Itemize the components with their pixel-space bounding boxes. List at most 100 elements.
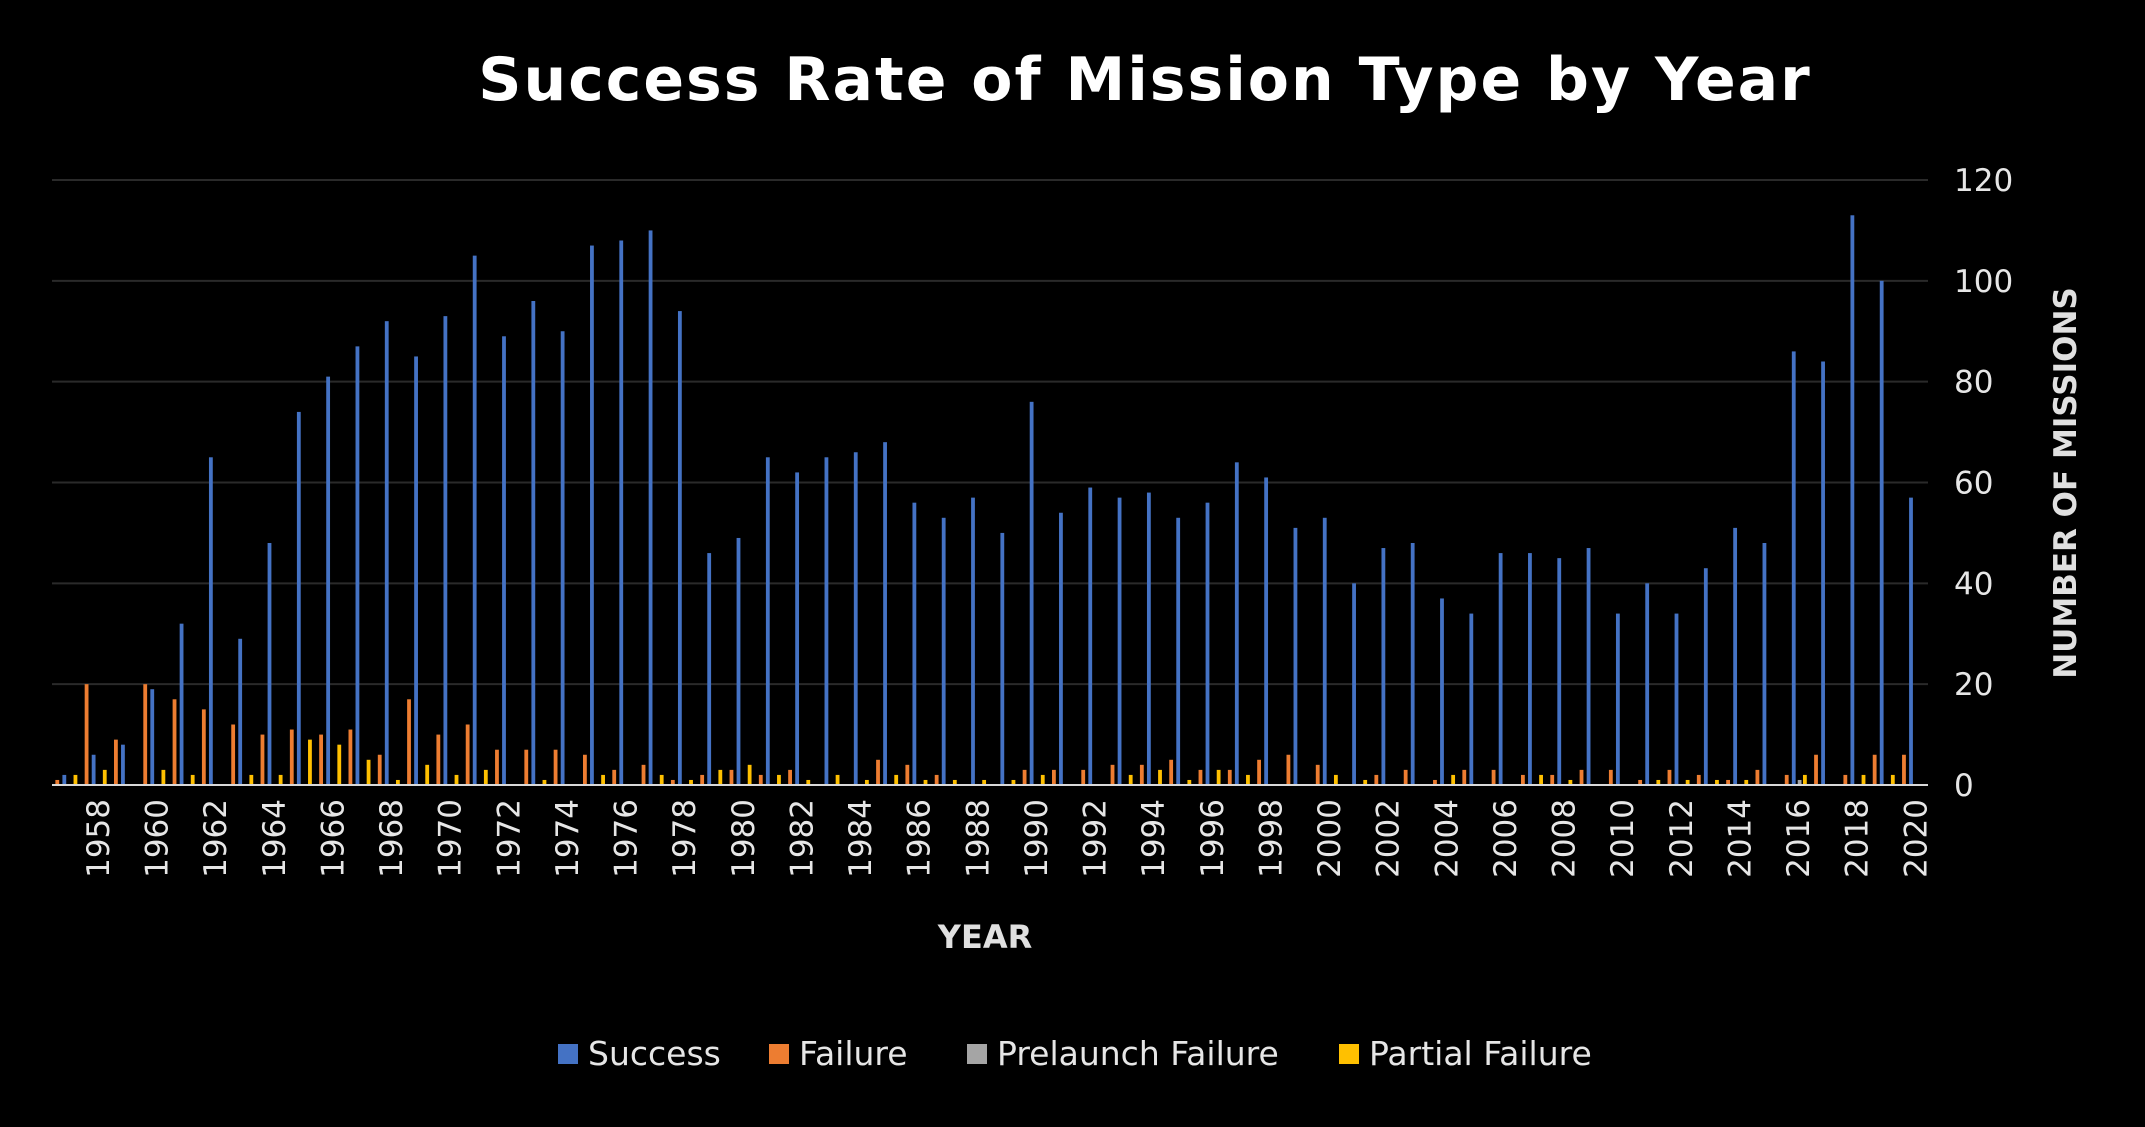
bar-partial-failure bbox=[190, 774, 195, 785]
bar-success bbox=[1733, 527, 1738, 786]
x-tick-label: 1964 bbox=[257, 799, 293, 878]
bar-failure bbox=[377, 754, 382, 785]
bar-failure bbox=[319, 734, 323, 785]
bar-success bbox=[560, 331, 565, 785]
bar-failure bbox=[1814, 754, 1818, 785]
x-tick-label: 2004 bbox=[1429, 799, 1465, 878]
bar-failure bbox=[1784, 774, 1789, 785]
bar-success bbox=[296, 411, 301, 785]
legend-label: Prelaunch Failure bbox=[997, 1034, 1279, 1073]
bar-partial-failure bbox=[1187, 779, 1192, 785]
bar-failure bbox=[700, 774, 705, 785]
bar-failure bbox=[1052, 769, 1056, 786]
x-tick-label: 1988 bbox=[960, 799, 996, 878]
bar-partial-failure bbox=[894, 774, 899, 785]
bar-success bbox=[472, 255, 477, 786]
bar-success bbox=[883, 442, 887, 785]
bar-failure bbox=[1550, 774, 1555, 785]
x-tick-label: 2012 bbox=[1664, 799, 1700, 878]
x-tick-label: 1992 bbox=[1078, 799, 1114, 878]
x-axis-title: YEAR bbox=[937, 918, 1032, 956]
bar-failure bbox=[1608, 769, 1613, 786]
bar-success bbox=[1440, 598, 1444, 785]
bar-partial-failure bbox=[395, 779, 400, 785]
bar-failure bbox=[407, 699, 411, 785]
bar-failure bbox=[1726, 779, 1730, 785]
bar-partial-failure bbox=[864, 779, 869, 785]
bar-success bbox=[1645, 583, 1650, 785]
bar-failure bbox=[289, 729, 294, 785]
bar-failure bbox=[1081, 769, 1086, 786]
bar-failure bbox=[1198, 769, 1203, 786]
bar-partial-failure bbox=[542, 779, 547, 785]
y-tick-label: 100 bbox=[1954, 264, 2013, 300]
legend-item: Partial Failure bbox=[1339, 1034, 1592, 1073]
bar-partial-failure bbox=[806, 779, 811, 785]
bar-failure bbox=[1374, 774, 1379, 785]
bar-failure bbox=[1257, 759, 1261, 785]
bar-success bbox=[1293, 527, 1298, 786]
legend-label: Failure bbox=[799, 1034, 908, 1073]
bar-failure bbox=[1579, 769, 1584, 786]
x-tick-label: 2020 bbox=[1898, 799, 1934, 878]
bar-failure bbox=[1872, 754, 1877, 785]
legend-label: Partial Failure bbox=[1369, 1034, 1592, 1073]
bar-failure bbox=[758, 774, 763, 785]
bar-success bbox=[853, 452, 858, 785]
bar-success bbox=[1821, 361, 1825, 785]
bar-success bbox=[414, 356, 418, 785]
x-tick-label: 1998 bbox=[1253, 799, 1289, 878]
axes: 0 20 40 60 80 100 120 1958 1960 1962 1964 1966 1968 1… bbox=[52, 163, 2013, 878]
bar-partial-failure bbox=[1861, 774, 1866, 785]
x-tick-label: 2002 bbox=[1371, 799, 1407, 878]
bar-partial-failure bbox=[1363, 779, 1368, 785]
bar-failure bbox=[1110, 764, 1115, 785]
bar-failure bbox=[172, 699, 177, 785]
bar-success bbox=[1205, 502, 1210, 785]
bar-failure bbox=[788, 769, 792, 786]
bar-partial-failure bbox=[689, 779, 693, 785]
bar-partial-failure bbox=[1158, 769, 1162, 786]
bar-success bbox=[1879, 280, 1884, 785]
gridlines bbox=[52, 179, 1928, 686]
bar-success bbox=[1586, 548, 1591, 785]
bar-prelaunch-failure bbox=[1797, 779, 1802, 785]
x-tick-label: 1972 bbox=[491, 799, 527, 878]
bar-partial-failure bbox=[337, 744, 342, 785]
bar-success bbox=[941, 517, 946, 785]
bar-success bbox=[384, 321, 389, 785]
bar-partial-failure bbox=[1744, 779, 1749, 785]
bar-success bbox=[1029, 401, 1034, 785]
bar-success bbox=[531, 301, 536, 785]
legend-swatch bbox=[558, 1044, 578, 1064]
bar-partial-failure bbox=[1128, 774, 1133, 785]
bar-success bbox=[179, 623, 184, 785]
chart-title: Success Rate of Mission Type by Year bbox=[478, 45, 1811, 115]
bar-success bbox=[1498, 553, 1503, 785]
bar-success bbox=[1791, 351, 1796, 785]
bar-success bbox=[121, 744, 125, 785]
bar-partial-failure bbox=[1890, 774, 1895, 785]
bar-success bbox=[736, 537, 741, 785]
bar-partial-failure bbox=[1539, 774, 1543, 785]
bar-partial-failure bbox=[952, 779, 957, 785]
legend-swatch bbox=[1339, 1044, 1359, 1064]
bar-partial-failure bbox=[73, 774, 78, 785]
bar-failure bbox=[1462, 769, 1467, 786]
x-tick-label: 2000 bbox=[1312, 799, 1348, 878]
bar-partial-failure bbox=[308, 739, 312, 786]
x-tick-label: 1974 bbox=[550, 799, 586, 878]
bar-success bbox=[267, 543, 272, 785]
bar-partial-failure bbox=[1656, 779, 1661, 785]
bar-success bbox=[150, 689, 155, 785]
bar-success bbox=[1674, 613, 1679, 785]
bar-failure bbox=[1286, 754, 1291, 785]
bar-failure bbox=[1755, 769, 1760, 786]
x-tick-label: 1976 bbox=[609, 799, 645, 878]
bar-partial-failure bbox=[1568, 779, 1573, 785]
x-tick-label: 2008 bbox=[1547, 799, 1583, 878]
x-tick-label: 1968 bbox=[374, 799, 410, 878]
bar-success bbox=[1088, 487, 1093, 785]
bar-partial-failure bbox=[1011, 779, 1016, 785]
bar-partial-failure bbox=[1246, 774, 1250, 785]
